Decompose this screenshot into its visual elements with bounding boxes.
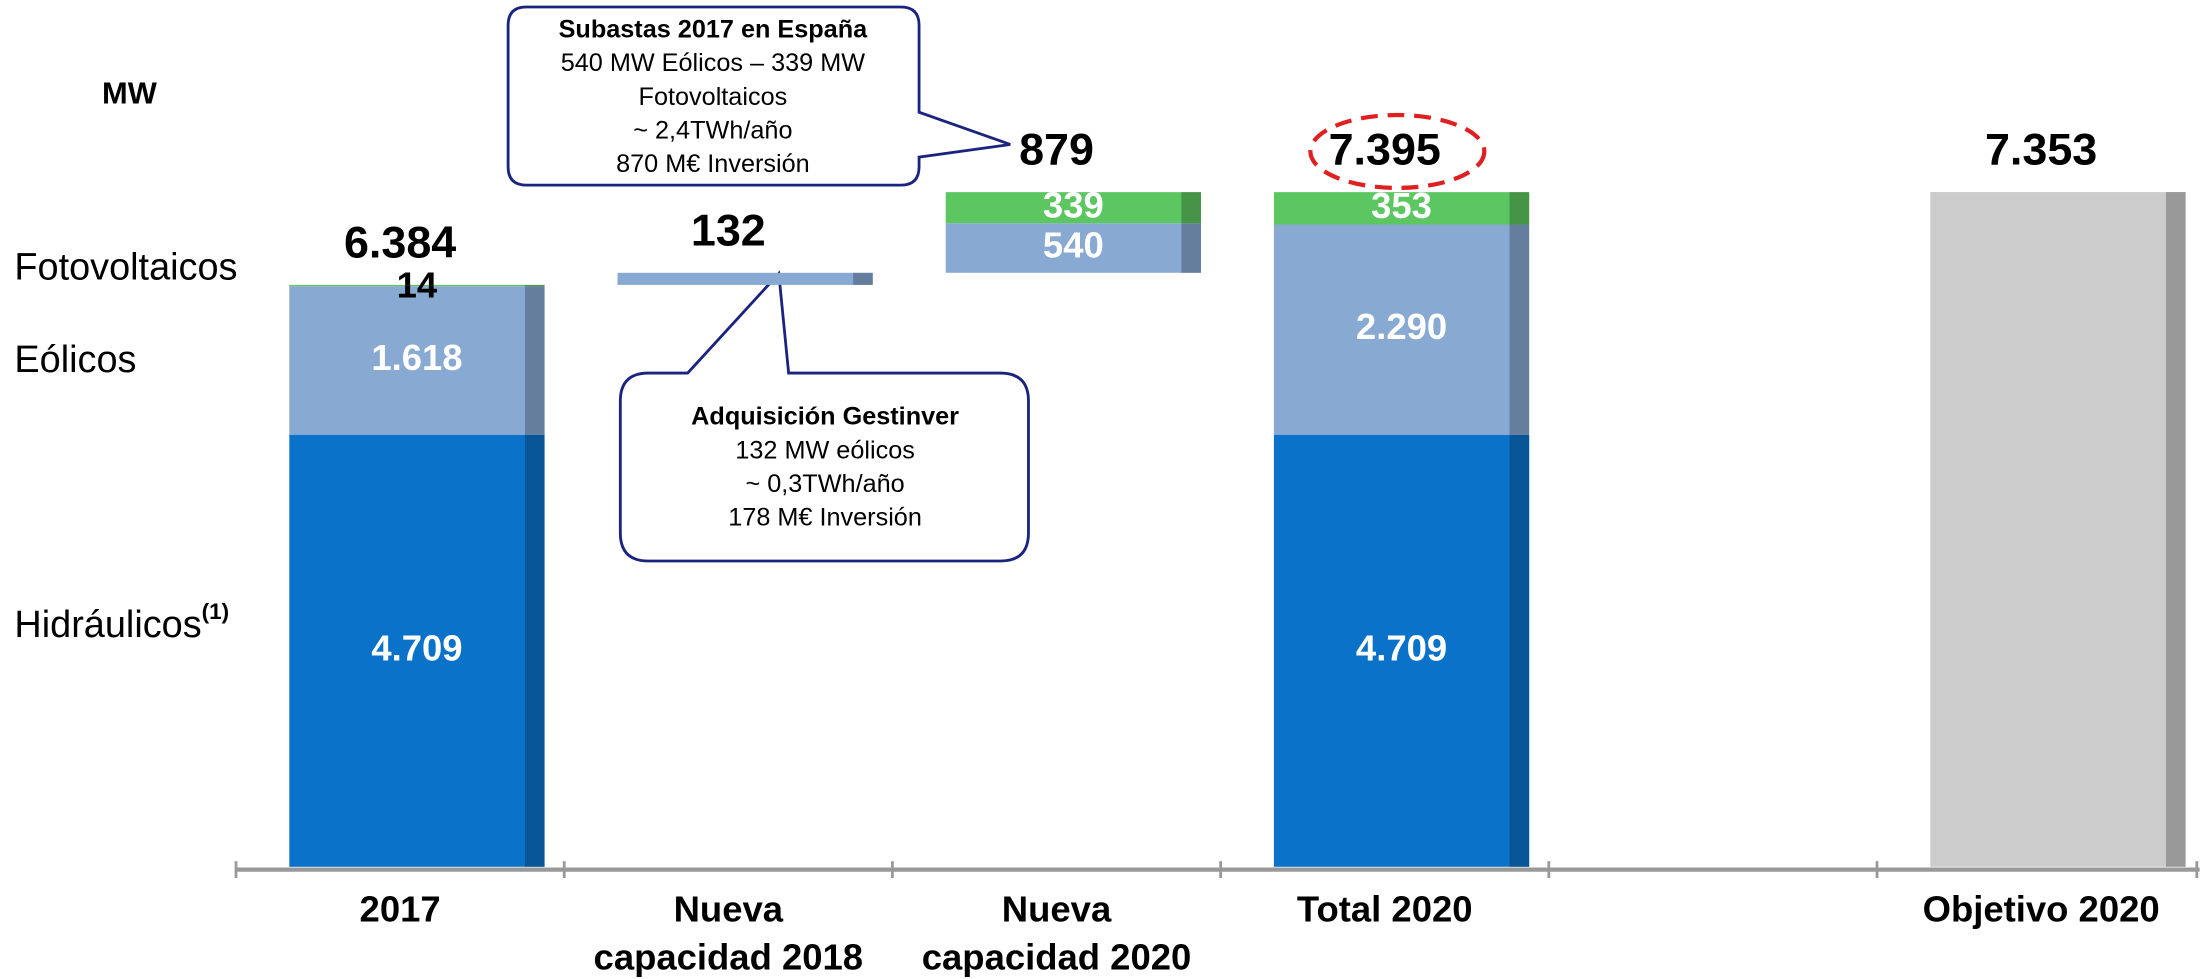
bar-segment [1273, 224, 1530, 435]
bar-shade [2165, 192, 2186, 867]
bar-segment [1273, 434, 1530, 867]
x-tick-label-line: Nueva [674, 888, 784, 929]
data-label: 339 [1043, 184, 1104, 225]
bar-shade [1509, 224, 1530, 435]
total-label: 879 [1019, 124, 1094, 175]
x-tick-label: Objetivo 2020 [1923, 888, 2160, 929]
unit-label: MW [102, 76, 158, 111]
x-tick-label-line: Nueva [1002, 888, 1112, 929]
bar-shade [524, 286, 545, 435]
bar-shade [1181, 223, 1201, 273]
x-tick-label: Nueva capacidad 2020 [922, 888, 1192, 977]
bar-shade [853, 272, 873, 285]
data-label: 2.290 [1356, 306, 1447, 347]
bar-segment [289, 434, 545, 867]
x-tick-label: Total 2020 [1297, 888, 1473, 929]
total-label: 132 [691, 204, 766, 255]
x-tick-label: 2017 [360, 888, 441, 929]
callout-line: Fotovoltaicos [639, 83, 788, 111]
legend-label: Fotovoltaicos [14, 246, 237, 288]
total-label: 7.353 [1985, 124, 2097, 175]
bar-segment [289, 284, 545, 287]
callout-box [506, 5, 1011, 187]
bar-shade [1509, 434, 1530, 867]
callout-line: 540 MW Eólicos – 339 MW [561, 49, 865, 77]
data-label: 4.709 [1356, 627, 1447, 668]
callout-box [618, 270, 1030, 563]
data-label: 4.709 [371, 627, 462, 668]
legend-note: (1) [202, 599, 229, 624]
data-label: 1.618 [371, 337, 462, 378]
x-tick-label-line: capacidad 2020 [922, 936, 1192, 977]
callout-line: 132 MW eólicos [735, 436, 915, 464]
x-tick-label-line: capacidad 2018 [594, 936, 864, 977]
total-label: 7.395 [1329, 124, 1441, 175]
bar-segment [289, 286, 545, 435]
callout-line: 178 M€ Inversión [728, 504, 922, 532]
legend-label: Hidráulicos(1) [14, 599, 229, 646]
callout-line: ~ 2,4TWh/año [633, 117, 792, 145]
bar-shade [524, 284, 545, 287]
bar-segment [1930, 192, 2186, 867]
legend-label: Eólicos [14, 339, 136, 381]
bar-shade [1509, 192, 1530, 225]
bar-shade [1181, 192, 1201, 224]
bar-segment [1273, 192, 1530, 225]
bar-segment [945, 192, 1201, 224]
total-label: 6.384 [344, 217, 456, 268]
bar-segment [945, 223, 1201, 273]
callout-line: 870 M€ Inversión [616, 150, 810, 178]
callout-title: Subastas 2017 en España [559, 16, 869, 44]
x-tick-label: Nueva capacidad 2018 [594, 888, 864, 977]
highlight-ellipse [1308, 112, 1487, 191]
bar-shade [524, 434, 545, 867]
data-label: 353 [1371, 185, 1432, 226]
data-label: 540 [1043, 225, 1104, 266]
callout-title: Adquisición Gestinver [691, 403, 959, 431]
bar-segment [617, 272, 873, 285]
callout-line: ~ 0,3TWh/año [745, 470, 904, 498]
data-label: 14 [397, 264, 438, 305]
